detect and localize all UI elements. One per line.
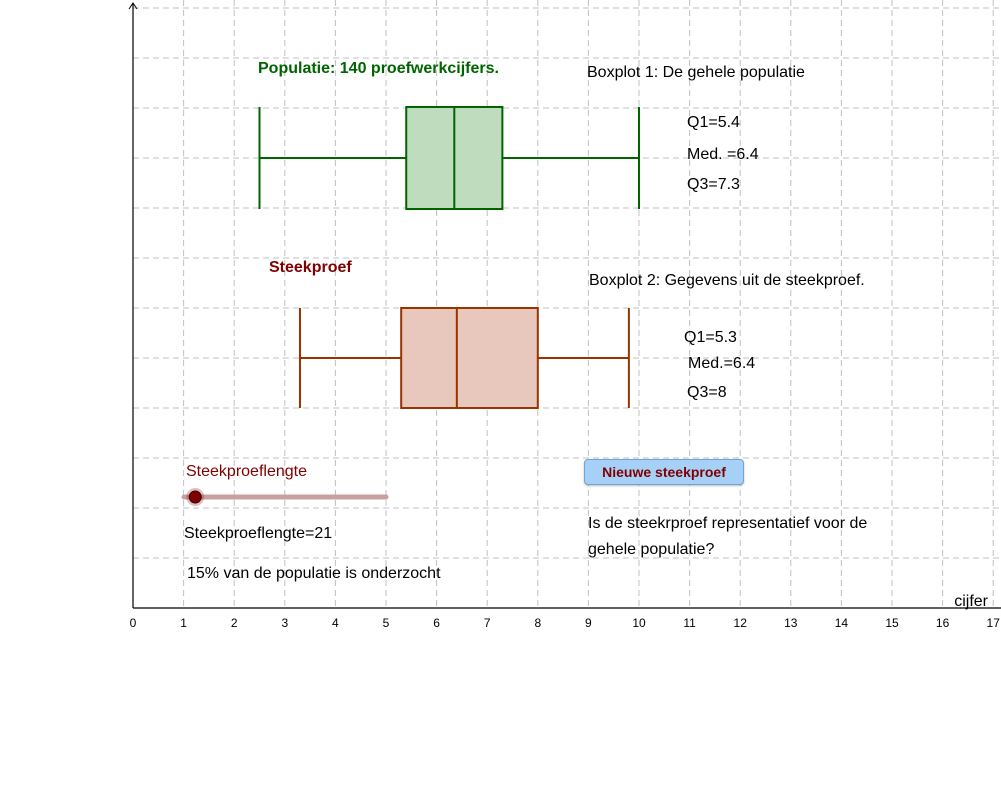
boxplot1-q3: Q3=7.3 [687, 176, 740, 193]
percentage-text: 15% van de populatie is onderzocht [187, 565, 441, 582]
sample-title: Steekproef [269, 259, 352, 276]
x-tick-labels: 0 1 2 3 4 5 6 7 8 9 10 11 12 13 14 15 16 17 [130, 616, 1001, 630]
boxplot2-caption: Boxplot 2: Gegevens uit de steekproef. [589, 272, 865, 289]
x-tick-label: 4 [332, 616, 339, 630]
axes [128, 2, 1001, 609]
x-tick-label: 17 [987, 616, 1001, 630]
question-line-1: Is de steekrproef representatief voor de [588, 515, 868, 532]
x-tick-label: 14 [835, 616, 849, 630]
question-line-2: gehele populatie? [588, 541, 715, 558]
x-tick-label: 7 [484, 616, 491, 630]
x-tick-label: 10 [632, 616, 646, 630]
x-tick-label: 12 [734, 616, 748, 630]
slider-handle[interactable] [188, 490, 202, 504]
x-tick-label: 8 [534, 616, 541, 630]
x-tick-label: 15 [885, 616, 899, 630]
x-tick-label: 16 [936, 616, 950, 630]
boxplot1-median: Med. =6.4 [687, 146, 759, 163]
boxplot2-q3: Q3=8 [687, 384, 727, 401]
box [400, 307, 539, 409]
boxplot2-median: Med.=6.4 [688, 355, 756, 372]
x-tick-label: 9 [585, 616, 592, 630]
x-tick-label: 6 [433, 616, 440, 630]
y-axis-arrow [128, 2, 138, 10]
x-tick-label: 2 [231, 616, 238, 630]
x-axis-label: cijfer [954, 593, 988, 610]
boxplot-sample [298, 307, 630, 409]
slider-label: Steekproeflengte [186, 463, 307, 480]
grid [133, 0, 1001, 608]
x-tick-label: 0 [130, 616, 137, 630]
sample-size-slider[interactable] [181, 488, 389, 506]
x-tick-label: 1 [180, 616, 187, 630]
boxplot-population [258, 106, 640, 210]
new-sample-button[interactable]: Nieuwe steekproef [584, 459, 744, 485]
slider-value: Steekproeflengte=21 [184, 525, 333, 542]
boxplot1-q1: Q1=5.4 [687, 114, 740, 131]
x-tick-label: 3 [281, 616, 288, 630]
boxplot1-caption: Boxplot 1: De gehele populatie [587, 64, 805, 81]
boxplot2-q1: Q1=5.3 [684, 329, 737, 346]
population-title: Populatie: 140 proefwerkcijfers. [258, 60, 499, 77]
x-tick-label: 13 [784, 616, 798, 630]
x-tick-label: 11 [683, 616, 696, 630]
x-tick-label: 5 [383, 616, 390, 630]
